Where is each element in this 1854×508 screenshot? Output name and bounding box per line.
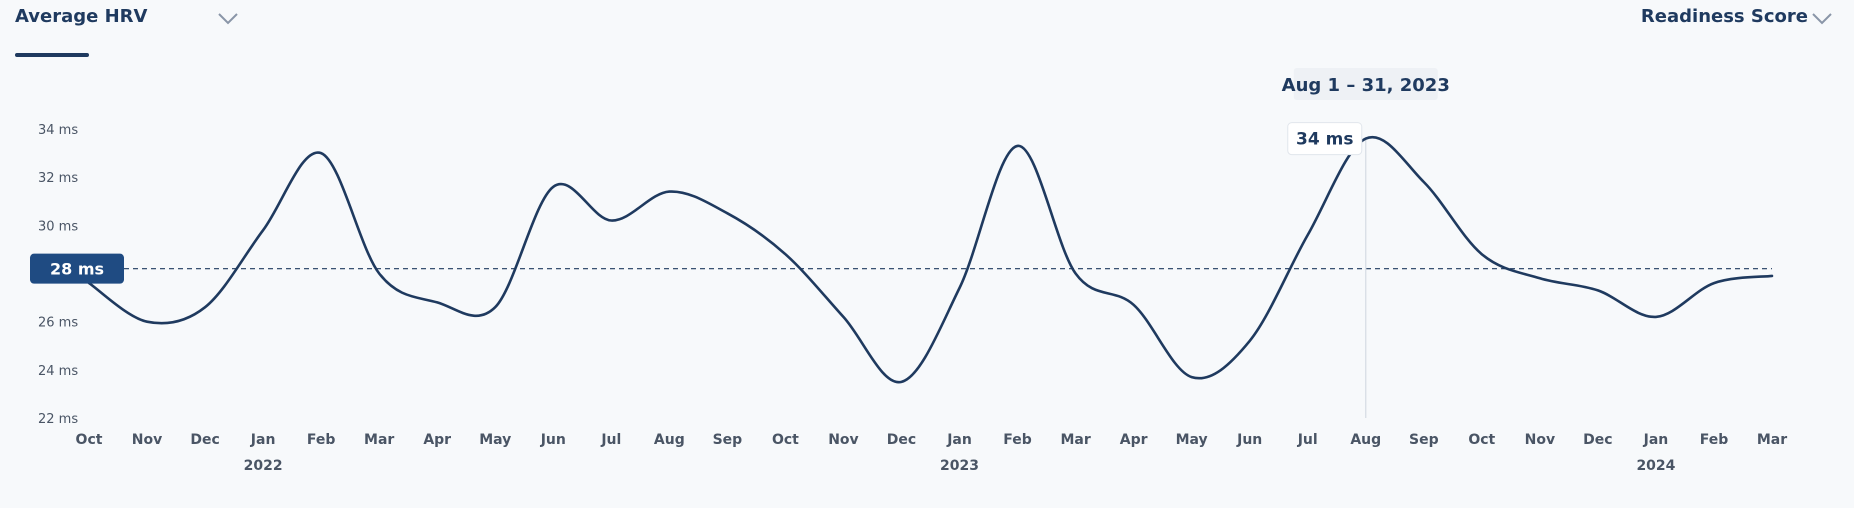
chevron-down-icon[interactable] — [1810, 10, 1834, 30]
series-line[interactable] — [87, 135, 1774, 384]
y-tick-label: 34 ms — [38, 123, 78, 138]
x-tick-label: Dec — [887, 432, 916, 448]
year-label: 2024 — [1636, 458, 1675, 474]
x-tick-label: Dec — [1583, 432, 1612, 448]
x-tick-label: Mar — [1060, 432, 1090, 448]
year-labels: 2022 2023 2024 — [244, 458, 1676, 474]
year-label: 2022 — [244, 458, 283, 474]
y-tick-label: 32 ms — [38, 171, 78, 186]
x-tick-label: Jan — [250, 432, 276, 448]
x-tick-label: Nov — [1525, 432, 1555, 448]
x-tick-label: Jun — [1236, 432, 1262, 448]
x-tick-label: Mar — [364, 432, 394, 448]
y-tick-label: 26 ms — [38, 316, 78, 331]
x-tick-label: Sep — [1409, 432, 1439, 448]
x-tick-label: Feb — [1700, 432, 1729, 448]
x-tick-label: May — [479, 432, 511, 448]
tooltip-value-bg — [1287, 122, 1363, 156]
x-tick-label: Jan — [946, 432, 972, 448]
x-tick-label: Feb — [1003, 432, 1032, 448]
chevron-down-icon[interactable] — [216, 10, 240, 30]
x-tick-label: Apr — [423, 432, 451, 448]
tooltip-date-bg — [1293, 68, 1438, 100]
x-tick-label: Aug — [1350, 432, 1381, 448]
y-tick-label: 30 ms — [38, 219, 78, 234]
tooltip: Aug 1 – 31, 2023 34 ms — [1282, 68, 1450, 156]
x-tick-label: Oct — [772, 432, 799, 448]
x-tick-label: Apr — [1120, 432, 1148, 448]
active-metric-underline — [15, 53, 89, 57]
metric-selector-left[interactable]: Average HRV — [15, 6, 238, 27]
x-tick-label: Jan — [1643, 432, 1669, 448]
average-badge-bg — [30, 253, 124, 284]
x-tick-label: Mar — [1757, 432, 1787, 448]
x-axis: Oct Nov Dec Jan Feb Mar Apr May Jun Jul Aug Sep Oct N… — [76, 432, 1788, 448]
metric-right-label: Readiness Score — [1640, 6, 1808, 27]
x-tick-label: Aug — [654, 432, 685, 448]
x-tick-label: Jul — [1297, 432, 1318, 448]
x-tick-label: Oct — [1468, 432, 1495, 448]
y-tick-label: 22 ms — [38, 412, 78, 427]
x-tick-label: Nov — [132, 432, 162, 448]
x-tick-label: May — [1176, 432, 1208, 448]
tooltip-value: 34 ms — [1296, 130, 1353, 150]
x-tick-label: Sep — [713, 432, 743, 448]
metric-left-label: Average HRV — [15, 6, 148, 27]
tooltip-date: Aug 1 – 31, 2023 — [1282, 75, 1450, 96]
x-tick-label: Oct — [76, 432, 103, 448]
y-axis: 22 ms 24 ms 26 ms 30 ms 32 ms 34 ms — [38, 123, 78, 427]
x-tick-label: Jun — [540, 432, 566, 448]
x-tick-label: Feb — [307, 432, 336, 448]
x-tick-label: Dec — [190, 432, 219, 448]
year-label: 2023 — [940, 458, 979, 474]
average-badge: 28 ms — [30, 253, 124, 284]
x-tick-label: Nov — [828, 432, 858, 448]
metric-selector-right[interactable]: Readiness Score — [1641, 6, 1834, 27]
x-tick-label: Jul — [600, 432, 621, 448]
y-tick-label: 24 ms — [38, 364, 78, 379]
average-badge-label: 28 ms — [50, 260, 104, 279]
